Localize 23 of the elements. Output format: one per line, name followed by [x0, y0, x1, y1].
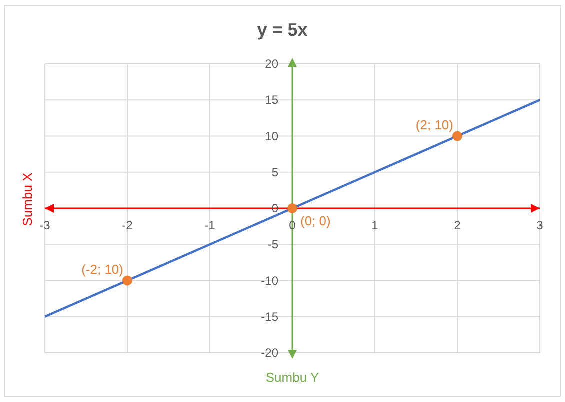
data-label: (0; 0) [300, 213, 331, 228]
y-tick-label: -10 [261, 274, 279, 288]
point [122, 276, 132, 286]
point [452, 131, 462, 142]
x-tick-label: 3 [536, 218, 544, 232]
data-label: (-2; 10) [82, 261, 124, 276]
x-tick-label: -3 [40, 218, 51, 232]
x-tick-label: -2 [122, 218, 134, 232]
y-tick-label: -20 [261, 346, 279, 360]
y-tick-label: -5 [268, 238, 279, 252]
y-tick-label: 10 [265, 129, 279, 144]
point [288, 204, 298, 214]
x-tick-label: 2 [454, 218, 462, 232]
data-label: (2; 10) [416, 116, 454, 132]
x-tick-label: -1 [204, 218, 216, 232]
chart-title: y = 5x [256, 19, 309, 42]
y-tick-label: -15 [261, 310, 279, 324]
x-tick-label: 1 [372, 218, 379, 232]
y-tick-label: 15 [265, 93, 279, 108]
y-tick-label: 20 [265, 57, 279, 71]
y-axis-title: Sumbu X [20, 172, 34, 226]
x-axis-title: Sumbu Y [266, 370, 320, 384]
y-tick-label: 5 [272, 165, 279, 180]
